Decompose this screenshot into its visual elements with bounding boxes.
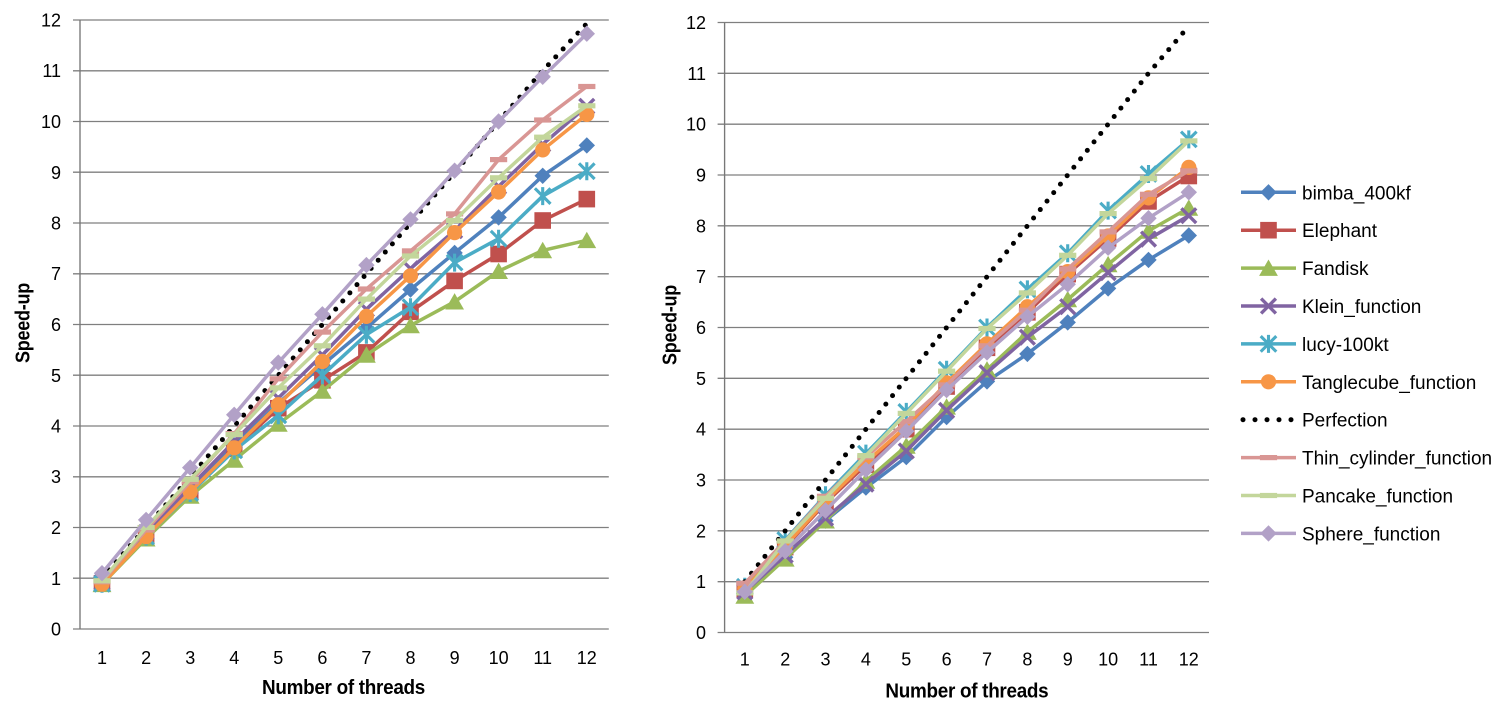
svg-text:6: 6	[317, 648, 327, 668]
svg-text:11: 11	[533, 648, 552, 668]
svg-text:7: 7	[982, 650, 992, 670]
svg-text:1: 1	[696, 572, 706, 592]
svg-text:4: 4	[696, 420, 706, 440]
svg-text:12: 12	[1179, 650, 1199, 670]
svg-text:Pancake_function: Pancake_function	[1302, 487, 1453, 508]
svg-text:Tanglecube_function: Tanglecube_function	[1302, 373, 1476, 394]
svg-text:10: 10	[1098, 650, 1118, 670]
svg-text:3: 3	[185, 648, 195, 668]
svg-text:2: 2	[141, 648, 151, 668]
svg-text:Number of threads: Number of threads	[885, 680, 1048, 702]
svg-text:12: 12	[41, 11, 61, 31]
svg-text:Thin_cylinder_function: Thin_cylinder_function	[1302, 449, 1492, 470]
svg-text:11: 11	[1139, 650, 1158, 670]
svg-text:12: 12	[577, 648, 597, 668]
svg-text:5: 5	[901, 650, 911, 670]
svg-text:12: 12	[686, 13, 706, 33]
svg-text:6: 6	[696, 318, 706, 338]
svg-text:10: 10	[41, 112, 61, 132]
svg-text:Speed-up: Speed-up	[660, 285, 682, 365]
svg-text:6: 6	[942, 650, 952, 670]
svg-text:7: 7	[361, 648, 371, 668]
svg-text:4: 4	[861, 650, 871, 670]
svg-text:2: 2	[51, 518, 61, 538]
svg-text:9: 9	[450, 648, 460, 668]
svg-text:4: 4	[229, 648, 239, 668]
svg-text:5: 5	[696, 369, 706, 389]
svg-text:8: 8	[696, 216, 706, 236]
svg-text:5: 5	[273, 648, 283, 668]
svg-text:Klein_function: Klein_function	[1302, 297, 1421, 318]
svg-text:Sphere_function: Sphere_function	[1302, 524, 1440, 545]
svg-text:10: 10	[686, 115, 706, 135]
svg-text:6: 6	[51, 315, 61, 335]
svg-text:8: 8	[51, 214, 61, 234]
svg-text:Fandisk: Fandisk	[1302, 259, 1369, 280]
svg-text:2: 2	[780, 650, 790, 670]
svg-text:Elephant: Elephant	[1302, 221, 1378, 242]
svg-text:Perfection: Perfection	[1302, 411, 1388, 432]
svg-text:9: 9	[51, 163, 61, 183]
svg-text:Number of threads: Number of threads	[262, 677, 425, 699]
svg-text:5: 5	[51, 366, 61, 386]
svg-text:0: 0	[51, 620, 61, 640]
svg-text:7: 7	[696, 267, 706, 287]
svg-text:0: 0	[696, 623, 706, 643]
svg-text:Speed-up: Speed-up	[13, 283, 35, 363]
svg-text:3: 3	[51, 467, 61, 487]
svg-text:1: 1	[740, 650, 750, 670]
svg-text:9: 9	[696, 166, 706, 186]
svg-text:1: 1	[51, 569, 61, 589]
svg-text:11: 11	[687, 64, 706, 84]
svg-text:8: 8	[1022, 650, 1032, 670]
svg-text:1: 1	[97, 648, 107, 668]
svg-text:4: 4	[51, 417, 61, 437]
svg-text:8: 8	[405, 648, 415, 668]
svg-text:2: 2	[696, 521, 706, 541]
svg-text:9: 9	[1063, 650, 1073, 670]
svg-text:bimba_400kf: bimba_400kf	[1302, 183, 1412, 204]
svg-text:7: 7	[51, 264, 61, 284]
svg-text:10: 10	[489, 648, 509, 668]
svg-text:11: 11	[42, 61, 61, 81]
svg-text:lucy-100kt: lucy-100kt	[1302, 335, 1389, 356]
svg-text:3: 3	[696, 471, 706, 491]
svg-text:3: 3	[820, 650, 830, 670]
